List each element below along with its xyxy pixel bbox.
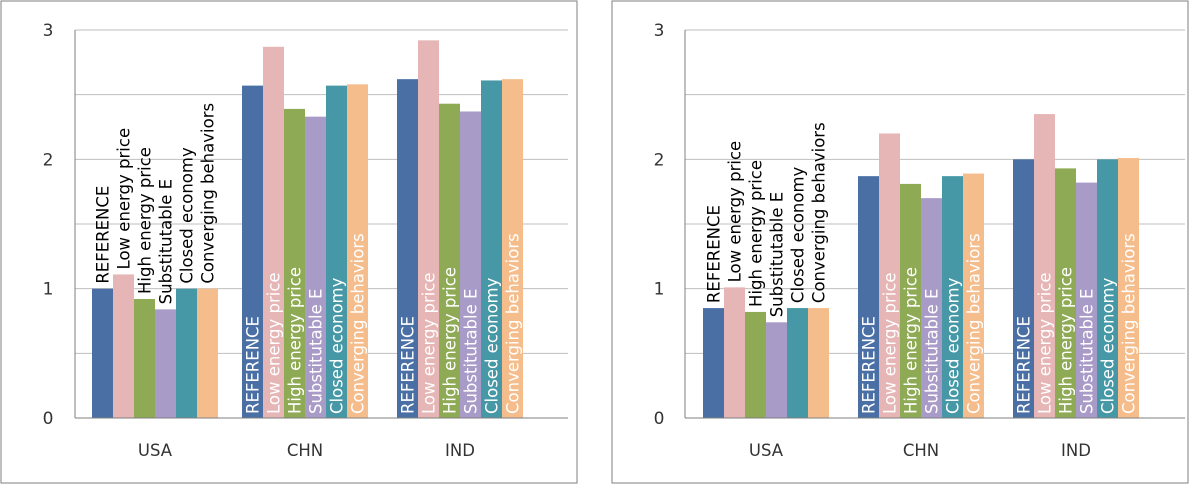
data-label: Converging behaviors [349,233,368,414]
bar [879,133,900,418]
bar [808,308,829,418]
bar [176,288,197,418]
bar [134,299,155,418]
data-label: Closed economy [328,277,347,414]
data-label: Closed economy [483,277,502,414]
data-label: REFERENCE [399,316,418,414]
data-label: Converging behaviors [199,103,218,284]
bar [745,311,766,418]
x-tick-label: USA [749,441,784,460]
y-tick-label: 3 [43,21,54,41]
data-label: Substitutable E [307,289,326,414]
bar [242,85,263,418]
data-label: High energy price [441,267,460,414]
y-tick-label: 1 [43,280,54,300]
y-tick-label: 0 [43,409,54,429]
x-tick-label: CHN [287,441,323,460]
bar [787,308,808,418]
x-tick-label: IND [1061,441,1091,460]
data-label: High energy price [902,267,921,414]
x-tick-label: USA [138,441,173,460]
bar [942,176,963,418]
bar [460,111,481,418]
bar [963,173,984,418]
y-tick-label: 0 [654,409,665,429]
data-label: Converging behaviors [1120,233,1139,414]
data-label: Closed economy [789,166,808,303]
data-label: Converging behaviors [504,233,523,414]
y-tick-label: 3 [654,21,665,41]
data-label: Converging behaviors [965,233,984,414]
data-label: Low energy price [115,128,134,270]
data-label: Closed economy [1099,277,1118,414]
bar [481,80,502,418]
data-label: Substitutable E [768,192,787,317]
data-label: REFERENCE [1015,316,1034,414]
bar [1076,182,1097,418]
bar [766,322,787,418]
bar [326,85,347,418]
y-tick-label: 1 [654,280,665,300]
data-label: REFERENCE [94,186,113,284]
bar [858,176,879,418]
data-label: Substitutable E [923,289,942,414]
bar [418,40,439,418]
data-label: REFERENCE [705,205,724,303]
bar [197,288,218,418]
data-label: High energy price [136,147,155,294]
bar [1013,159,1034,419]
x-tick-label: IND [445,441,475,460]
bar [113,274,134,418]
right-chart-panel: 0 1 2 3 REFERENCE Low energy price High energy… [611,0,1189,484]
data-label: Low energy price [881,272,900,414]
bar [305,116,326,419]
data-label: Closed economy [178,147,197,284]
chart-frame [0,0,578,484]
x-tick-label: CHN [903,441,939,460]
bar [155,309,176,418]
bar [263,46,284,419]
y-tick-label: 2 [654,150,665,170]
data-label: Low energy price [1036,272,1055,414]
data-label: Substitutable E [462,289,481,414]
bar [439,103,460,418]
bar [92,288,113,418]
data-label: High energy price [747,160,766,307]
data-label: Low energy price [420,272,439,414]
data-label: Low energy price [726,141,745,283]
bar [703,308,724,418]
data-label: Substitutable E [157,179,176,304]
data-label: Substitutable E [1078,289,1097,414]
bar [502,79,523,418]
bar [1034,114,1055,419]
bar [1097,159,1118,419]
bar [347,84,368,418]
bar [921,198,942,418]
y-tick-label: 2 [43,150,54,170]
data-label: High energy price [286,267,305,414]
bar [900,183,921,418]
left-chart-panel: 0 1 2 3 REFERENCE Low energy price High energy… [0,0,578,484]
data-label: Closed economy [944,277,963,414]
data-label: Low energy price [265,272,284,414]
chart-frame [611,0,1189,484]
data-label: Converging behaviors [810,122,829,303]
bar [284,108,305,418]
bar [397,79,418,418]
data-label: High energy price [1057,267,1076,414]
data-label: REFERENCE [860,316,879,414]
bar [1118,158,1139,419]
data-label: REFERENCE [244,316,263,414]
bar [1055,168,1076,418]
bar [724,287,745,418]
